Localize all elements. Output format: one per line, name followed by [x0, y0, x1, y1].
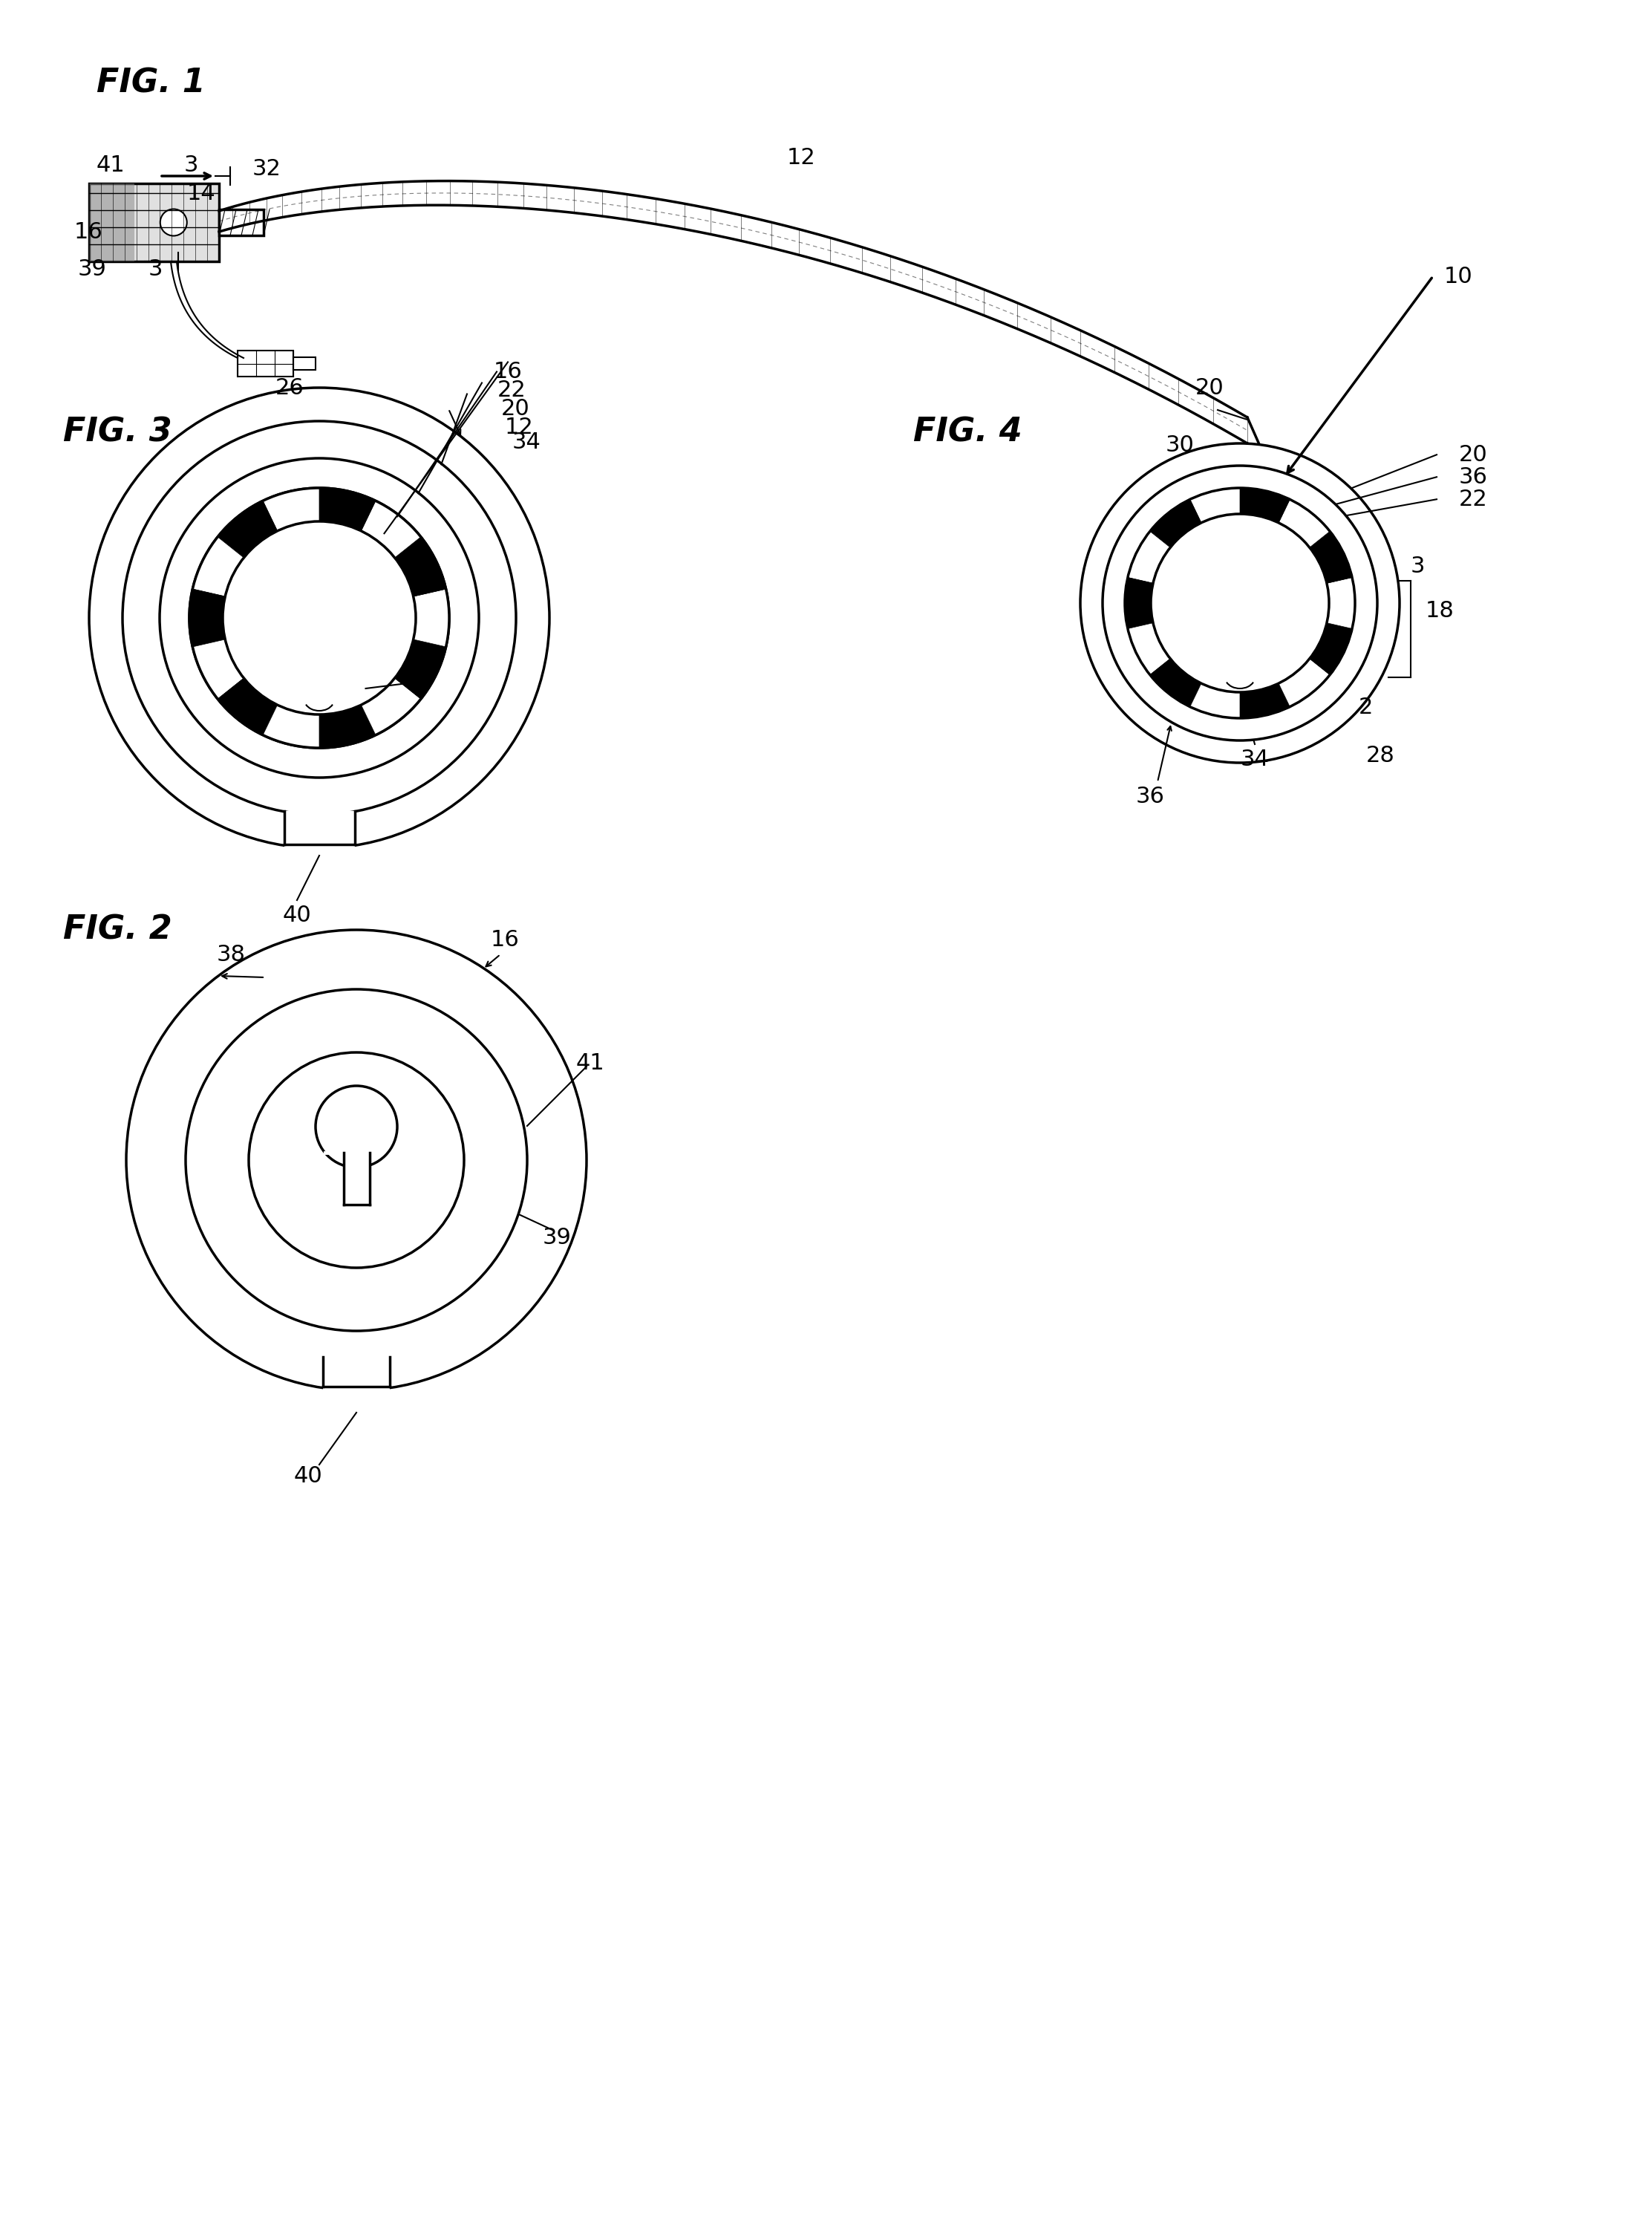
Text: 2: 2 — [1358, 696, 1373, 718]
Wedge shape — [1150, 658, 1201, 707]
Wedge shape — [413, 588, 449, 646]
Text: 36: 36 — [1135, 785, 1165, 808]
Text: 3: 3 — [183, 154, 198, 177]
Bar — [89, 183, 134, 262]
Circle shape — [316, 1085, 396, 1168]
Text: 20: 20 — [501, 398, 530, 421]
Text: 32: 32 — [253, 159, 281, 179]
Bar — [284, 812, 355, 852]
Wedge shape — [1279, 499, 1330, 548]
Bar — [344, 1145, 370, 1206]
Wedge shape — [1128, 622, 1170, 676]
Text: 38: 38 — [216, 944, 246, 966]
Wedge shape — [218, 678, 278, 736]
Wedge shape — [395, 640, 446, 698]
Text: 20: 20 — [1459, 443, 1488, 465]
Circle shape — [1102, 465, 1378, 740]
Text: 16: 16 — [491, 928, 519, 951]
Wedge shape — [1241, 488, 1290, 523]
Text: 16: 16 — [74, 221, 102, 242]
Wedge shape — [319, 488, 375, 530]
Circle shape — [190, 488, 449, 747]
Circle shape — [126, 931, 586, 1391]
Circle shape — [223, 521, 416, 714]
Circle shape — [89, 387, 550, 848]
Text: 40: 40 — [282, 904, 311, 926]
Text: 14: 14 — [187, 183, 216, 204]
Bar — [220, 210, 264, 235]
Circle shape — [185, 989, 527, 1331]
Circle shape — [160, 459, 479, 778]
Circle shape — [1080, 443, 1399, 763]
Text: 22: 22 — [1459, 488, 1488, 510]
Wedge shape — [1310, 622, 1351, 676]
Text: 18: 18 — [1426, 600, 1454, 622]
Text: FIG. 3: FIG. 3 — [63, 416, 172, 447]
Text: 20: 20 — [1196, 376, 1224, 398]
Text: 36: 36 — [1188, 584, 1218, 606]
Wedge shape — [319, 705, 375, 747]
Text: 36: 36 — [1459, 465, 1488, 488]
Text: 28: 28 — [1366, 745, 1394, 765]
Wedge shape — [1279, 658, 1330, 707]
Wedge shape — [1327, 577, 1355, 629]
Wedge shape — [395, 537, 446, 597]
Wedge shape — [362, 501, 421, 557]
Text: 12: 12 — [786, 148, 816, 168]
Wedge shape — [263, 488, 319, 530]
Wedge shape — [1189, 682, 1241, 718]
Text: 22: 22 — [497, 380, 525, 400]
Text: 40: 40 — [294, 1465, 322, 1488]
Circle shape — [1151, 515, 1328, 691]
Wedge shape — [1125, 577, 1153, 629]
Wedge shape — [1150, 499, 1201, 548]
Wedge shape — [193, 640, 244, 698]
Wedge shape — [263, 705, 319, 747]
Text: 41: 41 — [577, 1051, 605, 1074]
Text: 3: 3 — [149, 257, 164, 280]
Text: FIG. 1: FIG. 1 — [96, 67, 205, 98]
Circle shape — [160, 208, 187, 235]
Wedge shape — [1128, 532, 1170, 584]
Bar — [238, 351, 294, 376]
Wedge shape — [1241, 682, 1290, 718]
Text: 34: 34 — [1241, 747, 1269, 770]
Text: 30: 30 — [1166, 434, 1194, 456]
Bar — [89, 183, 220, 262]
Circle shape — [249, 1051, 464, 1268]
Text: 24: 24 — [1181, 503, 1209, 526]
Text: 16: 16 — [494, 360, 522, 383]
Text: FIG. 2: FIG. 2 — [63, 915, 172, 946]
Wedge shape — [362, 678, 421, 736]
Circle shape — [122, 421, 515, 814]
Text: 41: 41 — [96, 154, 126, 177]
Wedge shape — [218, 501, 278, 557]
Text: 39: 39 — [78, 257, 107, 280]
Text: 12: 12 — [504, 416, 534, 438]
Wedge shape — [190, 588, 225, 646]
Text: 34: 34 — [512, 432, 540, 454]
Bar — [294, 358, 316, 369]
Wedge shape — [193, 537, 244, 597]
Wedge shape — [1189, 488, 1241, 523]
Text: 3: 3 — [1411, 555, 1426, 577]
Text: 39: 39 — [542, 1226, 572, 1248]
Text: 10: 10 — [1444, 266, 1474, 286]
Text: 41: 41 — [344, 693, 373, 714]
Text: 26: 26 — [276, 376, 304, 398]
Bar — [324, 1358, 390, 1394]
Text: FIG. 4: FIG. 4 — [914, 416, 1023, 447]
Wedge shape — [1310, 532, 1351, 584]
